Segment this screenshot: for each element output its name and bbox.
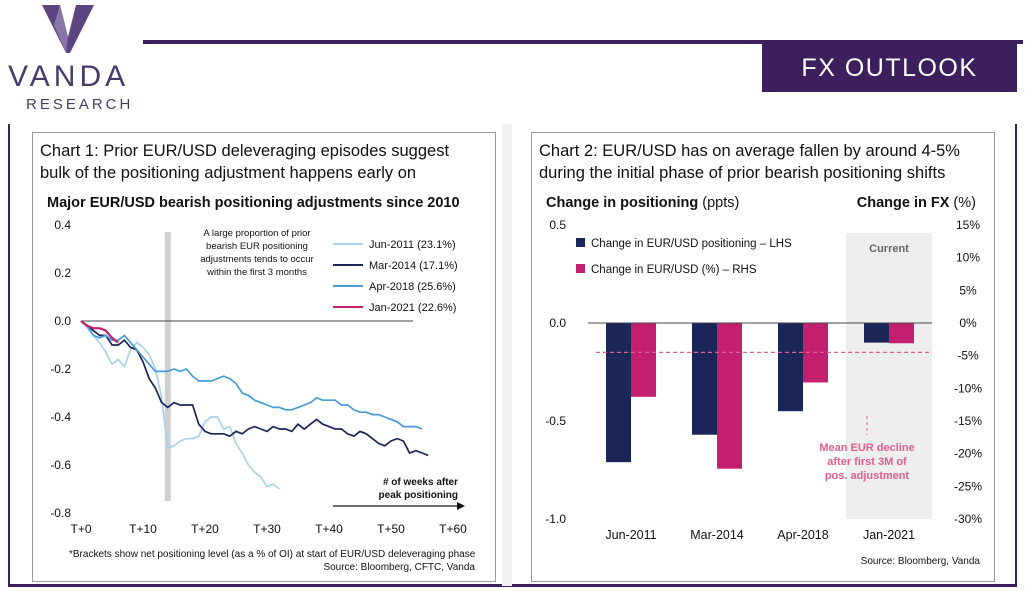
x-tick-label: T+30 (253, 522, 281, 536)
chart-1-source: Source: Bloomberg, CFTC, Vanda (323, 562, 475, 573)
right-tick-label: 10% (956, 251, 980, 265)
x-tick-label: T+50 (377, 522, 405, 536)
mean-label-line-3: pos. adjustment (825, 470, 910, 482)
bar-fx-change (631, 323, 656, 397)
right-tick-label: -15% (954, 414, 982, 428)
mean-annotation: Mean EUR decline after first 3M of pos. … (819, 416, 915, 482)
chart-2-panel: Chart 2: EUR/USD has on average fallen b… (531, 132, 995, 582)
left-axis-title-bold: Change in positioning (546, 195, 699, 211)
right-axis-title-bold: Change in FX (856, 195, 950, 211)
right-tick-label: -30% (954, 512, 982, 526)
bar-fx-change (889, 323, 914, 344)
y-tick-label: 0.4 (54, 218, 71, 232)
right-tick-label: -25% (954, 479, 982, 493)
shaded-annotation: A large proportion of prior bearish EUR … (200, 228, 314, 278)
arrow-head-icon (457, 502, 465, 510)
right-tick-label: -10% (954, 381, 982, 395)
legend-swatch (576, 264, 585, 273)
x-tick-label: T+20 (191, 522, 219, 536)
legend-label: Mar-2014 (17.1%) (369, 260, 458, 272)
bar-fx-change (717, 323, 742, 469)
legend-label: Jan-2021 (22.6%) (369, 302, 456, 314)
category-label: Mar-2014 (690, 528, 744, 542)
brand-name: VANDA (8, 60, 130, 93)
legend-swatch (576, 238, 585, 247)
left-tick-label: -1.0 (545, 512, 566, 526)
right-tick-label: -20% (954, 447, 982, 461)
chart-2-source: Source: Bloomberg, Vanda (860, 556, 980, 567)
right-tick-label: 0% (959, 316, 977, 330)
left-tick-label: 0.0 (549, 316, 566, 330)
vanda-logo-icon (42, 5, 94, 53)
legend-label: Jun-2011 (23.1%) (369, 239, 456, 251)
series-line (80, 320, 280, 490)
right-axis-title-unit: (%) (949, 195, 976, 211)
chart-2-title-line-1: Chart 2: EUR/USD has on average fallen b… (539, 142, 960, 160)
y-tick-label: 0.0 (54, 314, 71, 328)
x-axis-note: # of weeks after peak positioning (333, 477, 465, 510)
legend-label: Apr-2018 (25.6%) (369, 281, 456, 293)
x-tick-label: T+60 (439, 522, 467, 536)
bar-positioning (864, 323, 889, 343)
mean-label-line-2: after first 3M of (827, 456, 907, 468)
axis-note-line-2: peak positioning (379, 490, 458, 501)
shaded-period (164, 232, 171, 501)
chart-1-title-line-1: Chart 1: Prior EUR/USD deleveraging epis… (40, 142, 450, 160)
chart-2-title-line-2: during the initial phase of prior bearis… (539, 164, 946, 182)
panel-divider (502, 124, 512, 586)
series-line (80, 320, 429, 457)
chart-1-svg: -0.8 -0.6 -0.4 -0.2 0.0 0.2 0.4 T+0 T+10 T+20 T+3… (50, 218, 467, 536)
frame-left (8, 124, 10, 586)
frame-right (1015, 124, 1017, 586)
legend-label: Change in EUR/USD positioning – LHS (591, 238, 792, 250)
annotation-line-4: within the first 3 months (206, 267, 307, 278)
x-tick-label: T+0 (70, 522, 91, 536)
category-label: Jun-2011 (605, 528, 656, 542)
right-axis-title: Change in FX (%) (857, 195, 976, 211)
category-label: Apr-2018 (777, 528, 828, 542)
y-tick-label: -0.2 (50, 362, 71, 376)
y-tick-label: 0.2 (54, 266, 71, 280)
axis-note-line-1: # of weeks after (383, 477, 458, 488)
y-tick-label: -0.4 (50, 410, 71, 424)
left-axis-title-unit: (ppts) (698, 195, 740, 211)
mean-label-line-1: Mean EUR decline (819, 442, 914, 454)
series-line (80, 320, 119, 344)
chart-1-title-line-2: bulk of the positioning adjustment happe… (40, 164, 417, 182)
legend-label: Change in EUR/USD (%) – RHS (591, 264, 757, 276)
chart-1-panel: Chart 1: Prior EUR/USD deleveraging epis… (32, 132, 496, 582)
chart-1-inner-title: Major EUR/USD bearish positioning adjust… (47, 195, 460, 211)
x-tick-label: T+10 (129, 522, 157, 536)
category-label: Jan-2021 (863, 528, 915, 542)
section-banner: FX OUTLOOK (762, 44, 1017, 92)
right-tick-label: 15% (956, 218, 980, 232)
chart-1-footnote: *Brackets show net positioning level (as… (69, 549, 476, 560)
annotation-line-2: bearish EUR positioning (206, 241, 308, 252)
left-axis-title: Change in positioning (ppts) (546, 195, 739, 211)
bar-positioning (692, 323, 717, 435)
left-tick-label: -0.5 (545, 414, 566, 428)
y-tick-label: -0.8 (50, 506, 71, 520)
annotation-line-3: adjustments tends to occur (200, 254, 314, 265)
x-tick-label: T+40 (315, 522, 343, 536)
chart-2-svg: Current 0.5 0.0 -0.5 -1.0 15% 10% 5% 0% -5% -10%… (545, 218, 982, 542)
bar-positioning (606, 323, 631, 463)
bar-positioning (778, 323, 803, 412)
brand-subtitle: RESEARCH (26, 96, 134, 113)
series-line (80, 320, 423, 430)
y-tick-label: -0.6 (50, 458, 71, 472)
right-tick-label: -5% (957, 349, 979, 363)
left-tick-label: 0.5 (549, 218, 566, 232)
frame-bottom (8, 584, 1017, 587)
right-tick-label: 5% (959, 283, 977, 297)
current-label: Current (869, 243, 909, 255)
header-rule (143, 40, 1023, 44)
current-period-shade (846, 233, 932, 519)
annotation-line-1: A large proportion of prior (203, 228, 310, 239)
